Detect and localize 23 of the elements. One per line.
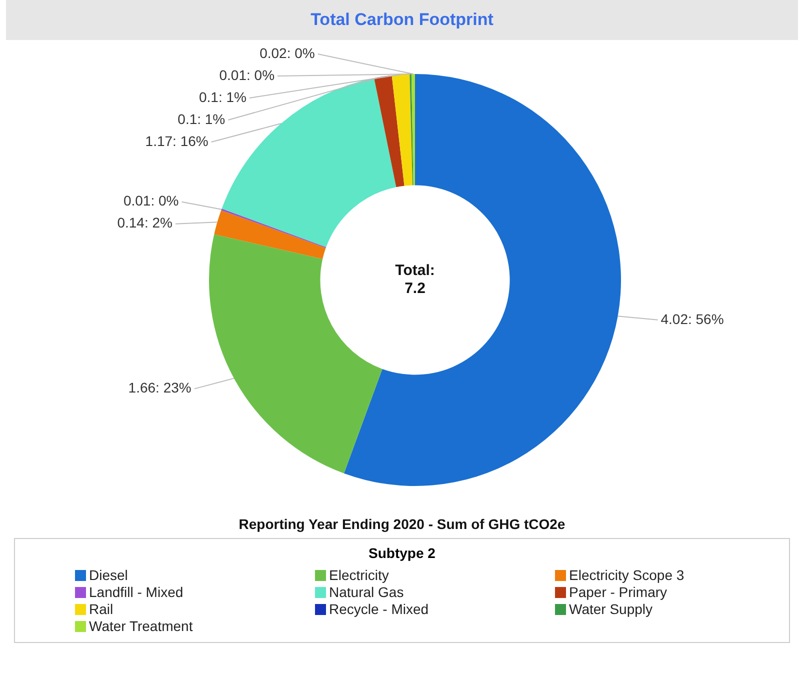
data-label: 0.01: 0%: [123, 192, 179, 209]
data-label: 1.17: 16%: [145, 132, 208, 149]
legend-label: Water Supply: [569, 601, 653, 617]
legend-label: Natural Gas: [329, 584, 404, 600]
legend-label: Water Treatment: [89, 618, 193, 634]
legend-label: Recycle - Mixed: [329, 601, 429, 617]
chart-title: Total Carbon Footprint: [6, 0, 798, 40]
data-label: 1.66: 23%: [128, 380, 192, 396]
legend-title: Subtype 2: [368, 545, 436, 561]
data-label: 0.1: 1%: [199, 88, 246, 105]
data-label: 4.02: 56%: [660, 310, 724, 327]
legend-label: Electricity Scope 3: [569, 567, 684, 583]
legend-label: Diesel: [89, 567, 128, 583]
text: Total: 7.2: [395, 262, 435, 298]
legend-label: Paper - Primary: [569, 584, 668, 600]
legend-label: Rail: [89, 601, 114, 617]
data-label: 0.1: 1%: [178, 110, 226, 127]
data-label: 0.02: 0%: [260, 44, 315, 61]
data-label: 0.01: 0%: [219, 66, 275, 83]
data-label: 0.14: 2%: [117, 214, 172, 231]
legend-label: Landfill - Mixed: [89, 584, 184, 600]
text: Reporting Year Ending 2020 - Sum of GHG tCO2e: [238, 516, 566, 532]
legend-label: Electricity: [329, 567, 389, 583]
